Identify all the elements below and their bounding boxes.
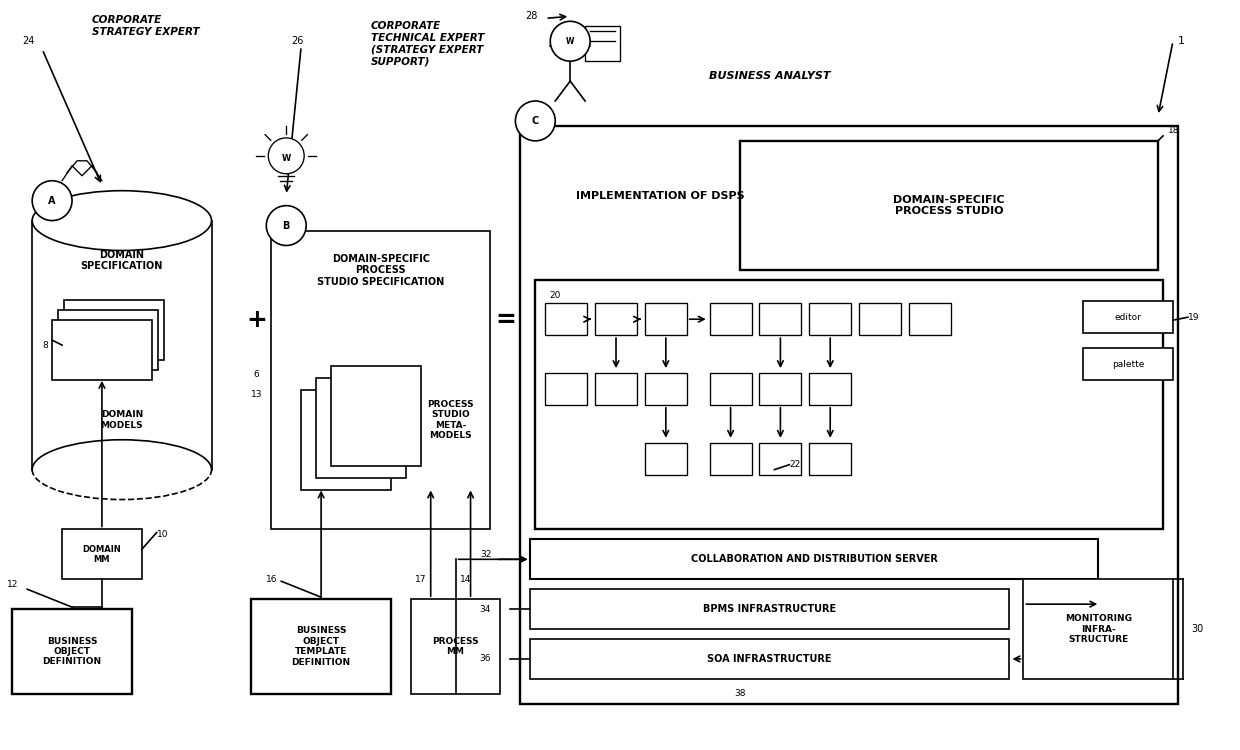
Text: IMPLEMENTATION OF DSPS: IMPLEMENTATION OF DSPS — [575, 190, 744, 201]
FancyBboxPatch shape — [62, 530, 141, 579]
Text: COLLABORATION AND DISTRIBUTION SERVER: COLLABORATION AND DISTRIBUTION SERVER — [691, 554, 937, 564]
FancyBboxPatch shape — [739, 141, 1158, 271]
Text: +: + — [246, 308, 267, 332]
FancyBboxPatch shape — [810, 303, 851, 335]
FancyBboxPatch shape — [595, 303, 637, 335]
Text: 28: 28 — [526, 11, 538, 21]
FancyBboxPatch shape — [64, 300, 164, 360]
FancyBboxPatch shape — [531, 590, 1008, 629]
FancyBboxPatch shape — [759, 442, 801, 475]
Text: 22: 22 — [790, 460, 801, 470]
Text: 20: 20 — [549, 291, 560, 300]
Circle shape — [267, 206, 306, 245]
FancyBboxPatch shape — [810, 373, 851, 405]
FancyBboxPatch shape — [709, 442, 751, 475]
FancyBboxPatch shape — [810, 442, 851, 475]
Text: 14: 14 — [460, 574, 471, 584]
Text: 13: 13 — [250, 391, 262, 400]
Text: 8: 8 — [42, 340, 48, 350]
FancyBboxPatch shape — [595, 373, 637, 405]
Text: 19: 19 — [1188, 313, 1199, 322]
FancyBboxPatch shape — [301, 390, 391, 490]
Text: BUSINESS ANALYST: BUSINESS ANALYST — [709, 71, 831, 81]
FancyBboxPatch shape — [531, 639, 1008, 679]
FancyBboxPatch shape — [645, 303, 687, 335]
Text: DOMAIN
SPECIFICATION: DOMAIN SPECIFICATION — [81, 250, 162, 272]
FancyBboxPatch shape — [74, 330, 154, 345]
Circle shape — [551, 21, 590, 62]
Circle shape — [268, 138, 304, 174]
Text: 36: 36 — [479, 655, 491, 664]
FancyBboxPatch shape — [58, 310, 157, 370]
FancyBboxPatch shape — [645, 373, 687, 405]
Text: 26: 26 — [291, 36, 304, 46]
Text: PROCESS
MM: PROCESS MM — [433, 637, 479, 656]
FancyBboxPatch shape — [536, 280, 1163, 530]
Text: 24: 24 — [22, 36, 35, 46]
Text: 18: 18 — [1168, 127, 1179, 136]
Text: SOA INFRASTRUCTURE: SOA INFRASTRUCTURE — [707, 654, 832, 664]
FancyBboxPatch shape — [252, 599, 391, 694]
FancyBboxPatch shape — [52, 320, 151, 380]
Text: DOMAIN-SPECIFIC
PROCESS STUDIO: DOMAIN-SPECIFIC PROCESS STUDIO — [893, 195, 1004, 217]
FancyBboxPatch shape — [1084, 348, 1173, 380]
Text: DOMAIN
MM: DOMAIN MM — [83, 544, 122, 564]
FancyBboxPatch shape — [410, 599, 501, 694]
Text: 12: 12 — [7, 580, 19, 589]
FancyBboxPatch shape — [859, 303, 901, 335]
Text: palette: palette — [1112, 359, 1145, 368]
FancyBboxPatch shape — [759, 303, 801, 335]
FancyBboxPatch shape — [1023, 579, 1173, 679]
Text: B: B — [283, 220, 290, 230]
Ellipse shape — [32, 190, 212, 250]
FancyBboxPatch shape — [709, 373, 751, 405]
FancyBboxPatch shape — [546, 303, 587, 335]
FancyBboxPatch shape — [316, 378, 405, 478]
Text: W: W — [281, 154, 291, 164]
Text: C: C — [532, 116, 539, 126]
Text: 17: 17 — [415, 574, 427, 584]
FancyBboxPatch shape — [546, 373, 587, 405]
Text: 32: 32 — [481, 550, 492, 559]
Text: DOMAIN-SPECIFIC
PROCESS
STUDIO SPECIFICATION: DOMAIN-SPECIFIC PROCESS STUDIO SPECIFICA… — [317, 254, 444, 287]
FancyBboxPatch shape — [585, 26, 620, 62]
Text: PROCESS
STUDIO
META-
MODELS: PROCESS STUDIO META- MODELS — [428, 400, 474, 440]
FancyBboxPatch shape — [331, 366, 420, 466]
Text: BUSINESS
OBJECT
TEMPLATE
DEFINITION: BUSINESS OBJECT TEMPLATE DEFINITION — [291, 626, 351, 667]
Text: 6: 6 — [253, 370, 259, 380]
Text: 30: 30 — [1192, 624, 1204, 634]
FancyBboxPatch shape — [32, 220, 212, 470]
FancyBboxPatch shape — [709, 303, 751, 335]
FancyBboxPatch shape — [531, 539, 1099, 579]
FancyBboxPatch shape — [645, 442, 687, 475]
Text: 1: 1 — [1178, 36, 1185, 46]
Text: BUSINESS
OBJECT
DEFINITION: BUSINESS OBJECT DEFINITION — [42, 637, 102, 666]
FancyBboxPatch shape — [521, 126, 1178, 703]
Text: editor: editor — [1115, 313, 1142, 322]
Text: A: A — [48, 196, 56, 206]
Text: 16: 16 — [265, 574, 277, 584]
FancyBboxPatch shape — [759, 373, 801, 405]
FancyBboxPatch shape — [909, 303, 951, 335]
FancyBboxPatch shape — [12, 609, 131, 694]
Text: DOMAIN
MODELS: DOMAIN MODELS — [100, 410, 143, 430]
Circle shape — [516, 101, 556, 141]
Text: W: W — [565, 37, 574, 46]
Text: CORPORATE
TECHNICAL EXPERT
(STRATEGY EXPERT
SUPPORT): CORPORATE TECHNICAL EXPERT (STRATEGY EXP… — [371, 21, 485, 66]
Text: CORPORATE
STRATEGY EXPERT: CORPORATE STRATEGY EXPERT — [92, 16, 200, 37]
FancyBboxPatch shape — [272, 230, 491, 530]
Text: BPMS INFRASTRUCTURE: BPMS INFRASTRUCTURE — [703, 604, 836, 614]
Circle shape — [32, 181, 72, 220]
Text: =: = — [495, 308, 516, 332]
Text: 34: 34 — [479, 604, 491, 613]
Text: MONITORING
INFRA-
STRUCTURE: MONITORING INFRA- STRUCTURE — [1065, 614, 1132, 644]
Text: 38: 38 — [734, 689, 745, 698]
Text: 10: 10 — [156, 530, 169, 539]
FancyBboxPatch shape — [1084, 302, 1173, 333]
